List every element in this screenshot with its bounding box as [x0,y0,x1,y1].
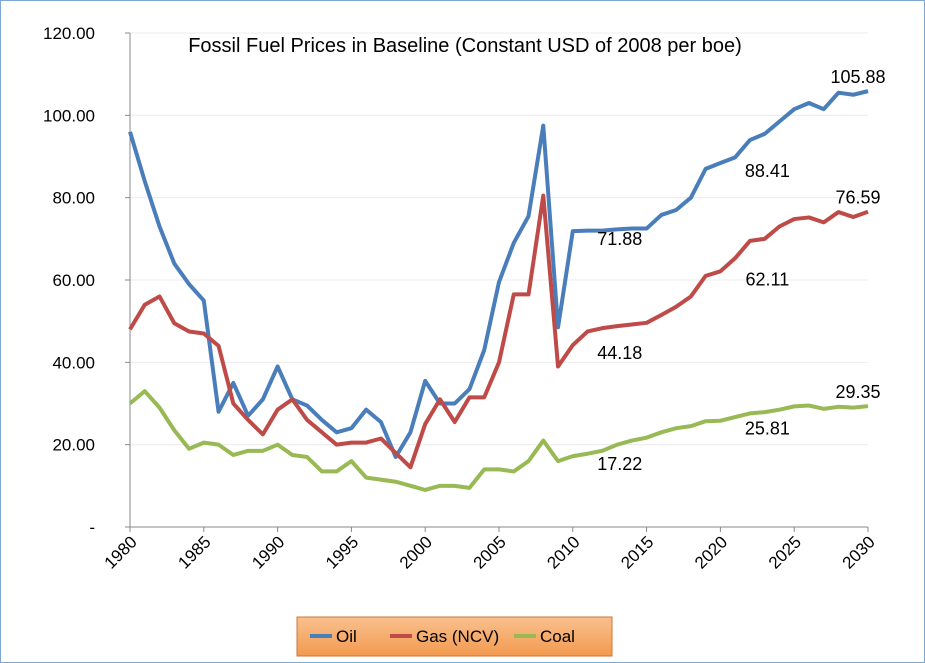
data-label: 25.81 [745,419,790,439]
legend-label: Coal [540,627,575,646]
series-line [128,193,869,470]
chart-title: Fossil Fuel Prices in Baseline (Constant… [188,35,742,57]
data-label: 44.18 [597,343,642,363]
y-tick-label: 20.00 [52,436,95,455]
data-label: 88.41 [745,161,790,181]
legend-label: Oil [336,627,357,646]
data-label: 71.88 [597,229,642,249]
data-label: 17.22 [597,454,642,474]
data-label: 29.35 [835,382,880,402]
series-line [128,389,869,492]
y-tick-label: 120.00 [43,24,95,43]
series-line [128,89,869,460]
legend-label: Gas (NCV) [416,627,499,646]
data-label: 105.88 [830,67,885,87]
y-tick-label: 60.00 [52,271,95,290]
y-tick-label: 80.00 [52,189,95,208]
y-tick-label: - [89,518,95,537]
legend-box [296,616,613,657]
y-tick-label: 40.00 [52,353,95,372]
y-tick-label: 100.00 [43,106,95,125]
data-label: 76.59 [835,188,880,208]
data-label: 62.11 [746,269,790,289]
